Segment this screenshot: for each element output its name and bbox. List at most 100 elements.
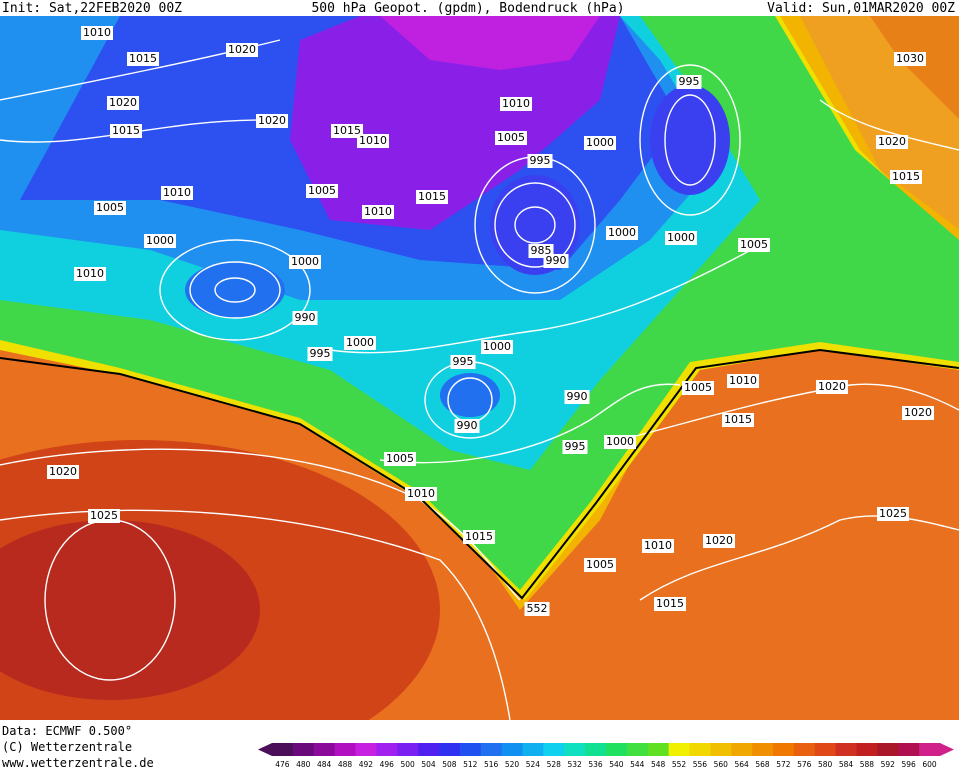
isobar: [0, 448, 521, 601]
isobar-label: 990: [567, 390, 588, 403]
magenta-core: [380, 16, 600, 70]
purple-region: [290, 16, 620, 230]
colorbar-label: 528: [547, 760, 562, 769]
isobar: [214, 277, 256, 303]
isobar-label-box: [902, 406, 934, 420]
isobar-label-box: [654, 597, 686, 611]
isobar-label-box: [384, 452, 416, 466]
colorbar-swatch: [689, 743, 711, 756]
colorbar-label: 548: [651, 760, 666, 769]
colorbar-label: 512: [463, 760, 478, 769]
colorbar-label: 536: [588, 760, 603, 769]
isobar-label-box: [738, 238, 770, 252]
isobar-label: 1000: [667, 231, 695, 244]
isobar-label-box: [890, 170, 922, 184]
isobar-label: 1010: [502, 97, 530, 110]
colorbar-label: 476: [275, 760, 290, 769]
colorbar-label: 564: [735, 760, 750, 769]
isobar-label-box: [405, 487, 437, 501]
colorbar-swatch: [752, 743, 774, 756]
isobar: [514, 206, 556, 244]
isobar-label: 1010: [163, 186, 191, 199]
isobar-label: 995: [530, 154, 551, 167]
isobar-label-box: [292, 311, 318, 325]
isobar-label-box: [564, 390, 590, 404]
colorbar-swatch: [814, 743, 837, 756]
data-source: Data: ECMWF 0.500°: [2, 724, 132, 738]
isobar-label: 1005: [386, 452, 414, 465]
contour-552: [0, 348, 959, 600]
isobar-label-box: [307, 347, 333, 361]
isobar-label: 1005: [586, 558, 614, 571]
isobar: [639, 64, 741, 216]
colorbar-swatch: [668, 743, 690, 756]
isobar-label-box: [450, 355, 476, 369]
isobar-label-box: [682, 381, 714, 395]
isobar-label-box: [416, 190, 448, 204]
colorbar-label: 600: [922, 760, 937, 769]
colorbar: 476 480 484 488 492 496 500 504 508 512 516 520 524 5…: [258, 743, 954, 769]
isobar-label-box: [527, 154, 553, 168]
isobar-label-box: [543, 254, 569, 268]
isobar: [819, 99, 959, 151]
isobar-label: 1000: [586, 136, 614, 149]
isobar-label-box: [584, 558, 616, 572]
isobar: [639, 515, 959, 601]
colorbar-swatch: [647, 743, 670, 756]
colorbar-label: 500: [401, 760, 416, 769]
isobar-label-box: [81, 26, 113, 40]
colorbar-swatch: [480, 743, 503, 756]
isobar-label-box: [727, 374, 759, 388]
isobar-label: 1000: [291, 255, 319, 268]
isobar-label-box: [256, 114, 288, 128]
isobar-label: 995: [679, 75, 700, 88]
isobar: [664, 94, 716, 186]
isobar-label: 1005: [308, 184, 336, 197]
isobar-label-box: [344, 336, 376, 350]
colorbar-swatch: [313, 743, 336, 756]
low-west: [185, 262, 285, 318]
isobar-label-box: [161, 186, 193, 200]
colorbar-label: 544: [630, 760, 645, 769]
isobar-labels: 1010101510201020101510201015101010051010…: [47, 26, 934, 616]
map-title: 500 hPa Geopot. (gpdm), Bodendruck (hPa): [311, 1, 624, 16]
isobar-label-box: [500, 97, 532, 111]
colorbar-label: 588: [860, 760, 875, 769]
colorbar-swatch: [376, 743, 398, 756]
warm-ne-core: [870, 16, 959, 119]
isobar-label-box: [481, 340, 513, 354]
isobar-label: 995: [453, 355, 474, 368]
map-field: [0, 16, 959, 770]
colorbar-label: 560: [714, 760, 729, 769]
colorbar-arrow-left: [258, 743, 272, 756]
colorbar-swatch: [710, 743, 732, 756]
isobar-label: 1020: [878, 135, 906, 148]
isobar-label-box: [454, 419, 480, 433]
colorbar-label: 556: [693, 760, 708, 769]
colorbar-label: 572: [776, 760, 791, 769]
low-norway: [490, 175, 580, 275]
isobar-label-box: [289, 255, 321, 269]
isobar-label-box: [894, 52, 926, 66]
colorbar-swatch: [355, 743, 377, 756]
isobar-label: 1015: [418, 190, 446, 203]
colorbar-swatch: [439, 743, 461, 756]
init-text: Init: Sat,22FEB2020 00Z: [2, 1, 182, 16]
isobar-label-box: [676, 75, 702, 89]
colorbar-label: 584: [839, 760, 854, 769]
colorbar-swatch: [501, 743, 523, 756]
colorbar-swatch: [272, 743, 294, 756]
isobar-label-box: [876, 135, 908, 149]
isobar-label: 1000: [483, 340, 511, 353]
colorbar-label: 592: [881, 760, 896, 769]
colorbar-label: 492: [359, 760, 374, 769]
isobar-label: 1020: [818, 380, 846, 393]
isobar-label: 1010: [644, 539, 672, 552]
colorbar-swatch: [292, 743, 315, 756]
isobar-label: 1020: [228, 43, 256, 56]
isobar: [189, 261, 281, 319]
isobar-label: 990: [546, 254, 567, 267]
isobar-label-box: [306, 184, 338, 198]
